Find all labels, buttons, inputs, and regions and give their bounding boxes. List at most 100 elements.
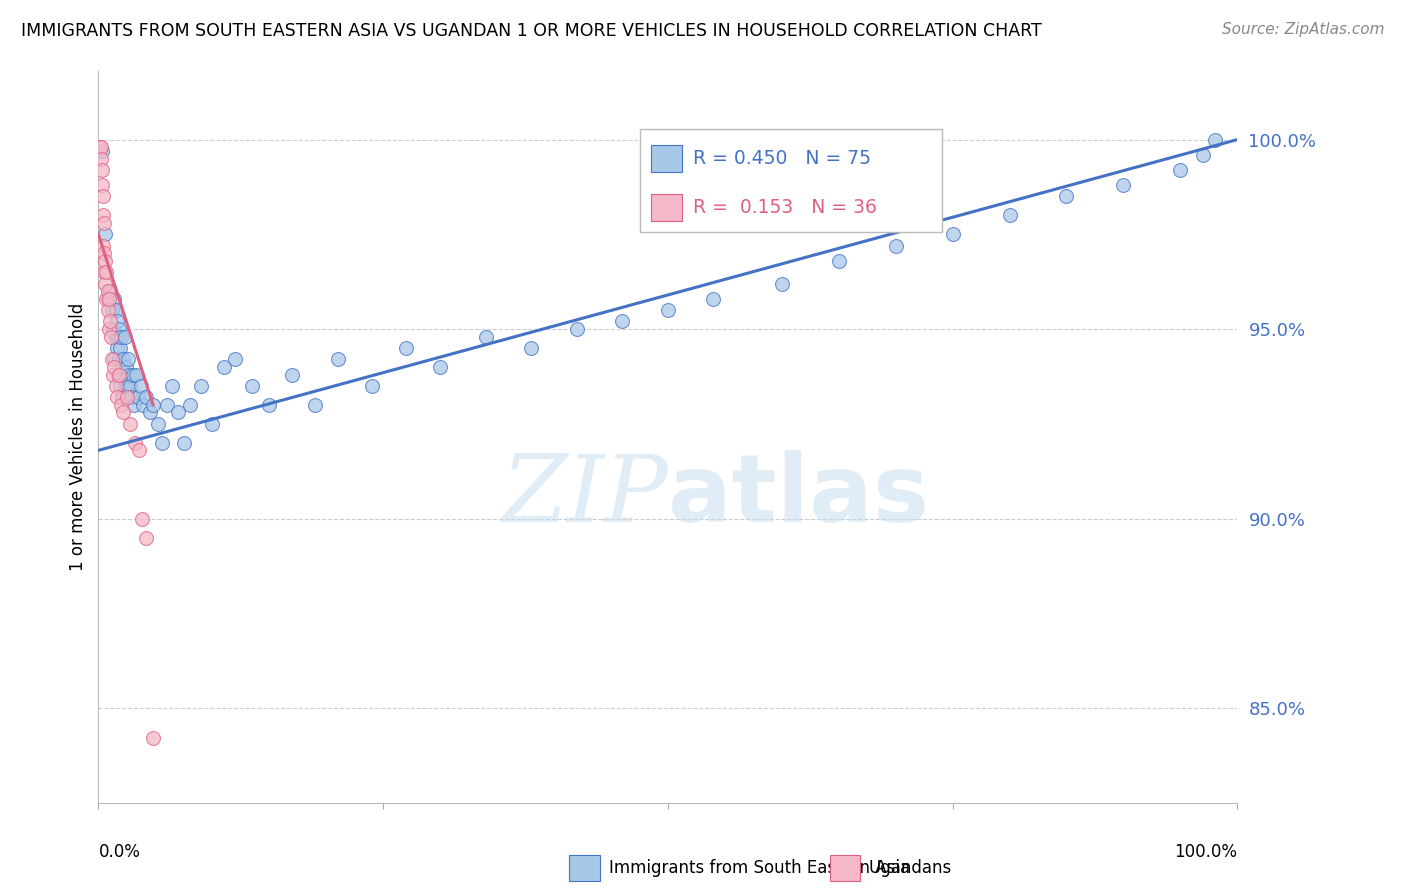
Point: [103, 359, 125, 374]
Point: [90, 152, 112, 166]
Point: [474, 329, 496, 343]
Point: [326, 352, 349, 367]
Point: [110, 398, 132, 412]
Point: [103, 322, 125, 336]
Point: [97, 292, 120, 306]
Point: [97, 322, 120, 336]
Point: [115, 390, 138, 404]
Point: [240, 379, 263, 393]
Point: [111, 359, 134, 374]
Point: [111, 390, 134, 404]
Point: [108, 379, 131, 393]
Point: [90, 144, 112, 158]
Text: IMMIGRANTS FROM SOUTH EASTERN ASIA VS UGANDAN 1 OR MORE VEHICLES IN HOUSEHOLD CO: IMMIGRANTS FROM SOUTH EASTERN ASIA VS UG…: [21, 22, 1042, 40]
Point: [107, 329, 129, 343]
Point: [105, 314, 128, 328]
Point: [114, 379, 136, 393]
Point: [179, 398, 201, 412]
Point: [190, 379, 212, 393]
Point: [90, 140, 112, 154]
Point: [1204, 132, 1226, 146]
Point: [114, 329, 136, 343]
Point: [702, 292, 724, 306]
Point: [101, 352, 124, 367]
Point: [135, 531, 157, 545]
Point: [90, 178, 112, 192]
Text: Ugandans: Ugandans: [869, 859, 952, 877]
Text: R = 0.450   N = 75: R = 0.450 N = 75: [693, 149, 872, 169]
Point: [112, 352, 135, 367]
Point: [520, 341, 543, 355]
Point: [657, 303, 679, 318]
Point: [128, 443, 150, 458]
Point: [96, 303, 118, 318]
Point: [98, 284, 121, 298]
Point: [93, 265, 115, 279]
Point: [98, 314, 121, 328]
Point: [429, 359, 451, 374]
Point: [89, 140, 111, 154]
Point: [94, 227, 117, 242]
Point: [104, 379, 127, 393]
Point: [828, 253, 851, 268]
Point: [94, 277, 117, 291]
Point: [1054, 189, 1078, 203]
Point: [107, 368, 129, 382]
Point: [942, 227, 965, 242]
Point: [112, 405, 135, 419]
Text: 0.0%: 0.0%: [98, 843, 141, 861]
Point: [105, 390, 128, 404]
Point: [117, 352, 139, 367]
Point: [304, 398, 326, 412]
Point: [103, 292, 125, 306]
Point: [108, 341, 131, 355]
Point: [173, 435, 195, 450]
Point: [201, 417, 224, 431]
Point: [884, 238, 907, 252]
Point: [108, 322, 131, 336]
Point: [91, 189, 114, 203]
Point: [103, 352, 125, 367]
Point: [131, 511, 153, 525]
Point: [142, 731, 165, 746]
Point: [360, 379, 382, 393]
Text: Source: ZipAtlas.com: Source: ZipAtlas.com: [1222, 22, 1385, 37]
Point: [212, 359, 235, 374]
Point: [395, 341, 418, 355]
Point: [93, 246, 115, 260]
Point: [96, 292, 118, 306]
Point: [115, 379, 138, 393]
Text: 100.0%: 100.0%: [1174, 843, 1237, 861]
Point: [105, 341, 128, 355]
Point: [104, 329, 127, 343]
Point: [121, 368, 143, 382]
Point: [142, 398, 165, 412]
Point: [118, 368, 141, 382]
Point: [122, 398, 145, 412]
Point: [100, 329, 122, 343]
Point: [96, 284, 118, 298]
Point: [91, 208, 114, 222]
Text: ZIP: ZIP: [501, 450, 668, 541]
Point: [103, 368, 125, 382]
Point: [1170, 162, 1192, 177]
Point: [110, 329, 132, 343]
Point: [124, 435, 146, 450]
Point: [167, 405, 190, 419]
Point: [120, 379, 142, 393]
Point: [138, 405, 160, 419]
Point: [114, 359, 136, 374]
Point: [565, 322, 588, 336]
Point: [108, 352, 131, 367]
Point: [120, 417, 142, 431]
Point: [135, 390, 157, 404]
Point: [259, 398, 281, 412]
Point: [104, 303, 127, 318]
Point: [770, 277, 793, 291]
Point: [1192, 147, 1215, 161]
Point: [146, 417, 169, 431]
Text: R =  0.153   N = 36: R = 0.153 N = 36: [693, 198, 877, 218]
Point: [120, 390, 142, 404]
Point: [110, 368, 132, 382]
Point: [125, 368, 148, 382]
